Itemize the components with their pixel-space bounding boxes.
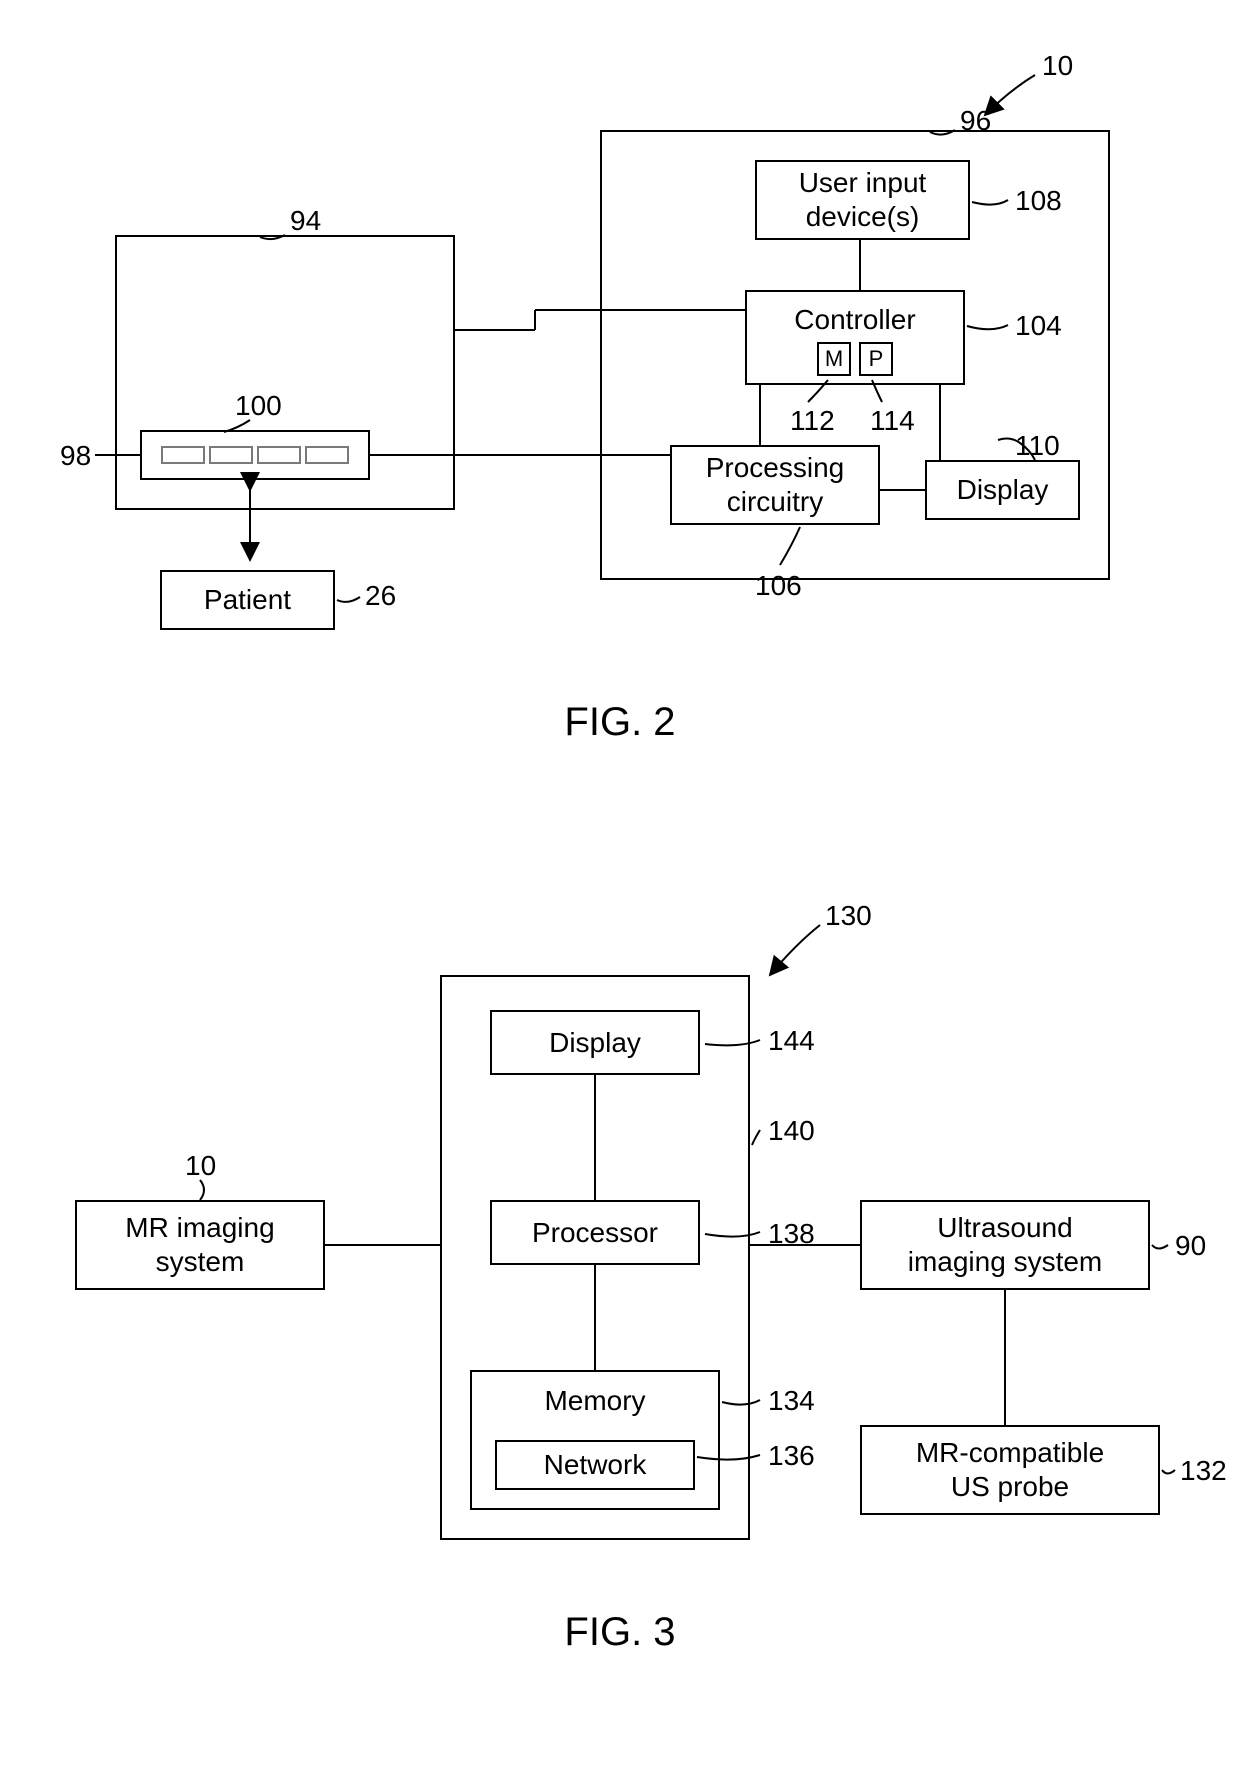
fig2-processing-box: Processing circuitry: [670, 445, 880, 525]
fig3-display-box: Display: [490, 1010, 700, 1075]
fig3-caption: FIG. 3: [520, 1610, 720, 1655]
ref-96: 96: [960, 105, 991, 137]
transducer-element: [209, 446, 253, 464]
ref-98: 98: [60, 440, 91, 472]
fig2-controller-box: Controller M P: [745, 290, 965, 385]
p-label: P: [869, 346, 884, 372]
fig3-processor-box: Processor: [490, 1200, 700, 1265]
ref-90: 90: [1175, 1230, 1206, 1262]
user-input-label: User input device(s): [799, 166, 927, 233]
fig2-user-input-box: User input device(s): [755, 160, 970, 240]
fig3-mr-label: MR imaging system: [125, 1211, 274, 1278]
ref-114: 114: [870, 405, 915, 437]
ref-26: 26: [365, 580, 396, 612]
fig3-network-label: Network: [544, 1448, 647, 1482]
patient-label: Patient: [204, 583, 291, 617]
ref-132: 132: [1180, 1455, 1227, 1487]
fig3-us-probe-label: MR-compatible US probe: [916, 1436, 1104, 1503]
fig2-m-box: M: [817, 342, 851, 376]
ref-136: 136: [768, 1440, 815, 1472]
ref-10-f3: 10: [185, 1150, 216, 1182]
fig3-display-label: Display: [549, 1026, 641, 1060]
ref-108: 108: [1015, 185, 1062, 217]
ref-100: 100: [235, 390, 282, 422]
ref-10: 10: [1042, 50, 1073, 82]
ref-110: 110: [1015, 430, 1060, 462]
ref-94: 94: [290, 205, 321, 237]
ref-144: 144: [768, 1025, 815, 1057]
processing-label: Processing circuitry: [706, 451, 845, 518]
fig3-mr-box: MR imaging system: [75, 1200, 325, 1290]
fig2-patient-box: Patient: [160, 570, 335, 630]
diagram-canvas: Patient User input device(s) Controller …: [0, 0, 1240, 1772]
fig3-network-box: Network: [495, 1440, 695, 1490]
transducer-element: [305, 446, 349, 464]
fig3-us-system-box: Ultrasound imaging system: [860, 1200, 1150, 1290]
display-label: Display: [957, 473, 1049, 507]
ref-134: 134: [768, 1385, 815, 1417]
ref-130: 130: [825, 900, 872, 932]
fig2-caption: FIG. 2: [520, 700, 720, 745]
fig3-memory-label: Memory: [544, 1384, 645, 1418]
fig3-processor-label: Processor: [532, 1216, 658, 1250]
fig2-caption-text: FIG. 2: [564, 700, 675, 744]
controller-label: Controller: [794, 303, 915, 337]
fig2-display-box: Display: [925, 460, 1080, 520]
ref-106: 106: [755, 570, 802, 602]
ref-104: 104: [1015, 310, 1062, 342]
fig3-us-probe-box: MR-compatible US probe: [860, 1425, 1160, 1515]
ref-112: 112: [790, 405, 835, 437]
fig2-p-box: P: [859, 342, 893, 376]
ref-138: 138: [768, 1218, 815, 1250]
transducer-element: [161, 446, 205, 464]
fig3-us-system-label: Ultrasound imaging system: [908, 1211, 1103, 1278]
m-label: M: [825, 346, 843, 372]
transducer-element: [257, 446, 301, 464]
ref-140: 140: [768, 1115, 815, 1147]
fig2-transducer-housing: [140, 430, 370, 480]
fig3-caption-text: FIG. 3: [564, 1610, 675, 1654]
